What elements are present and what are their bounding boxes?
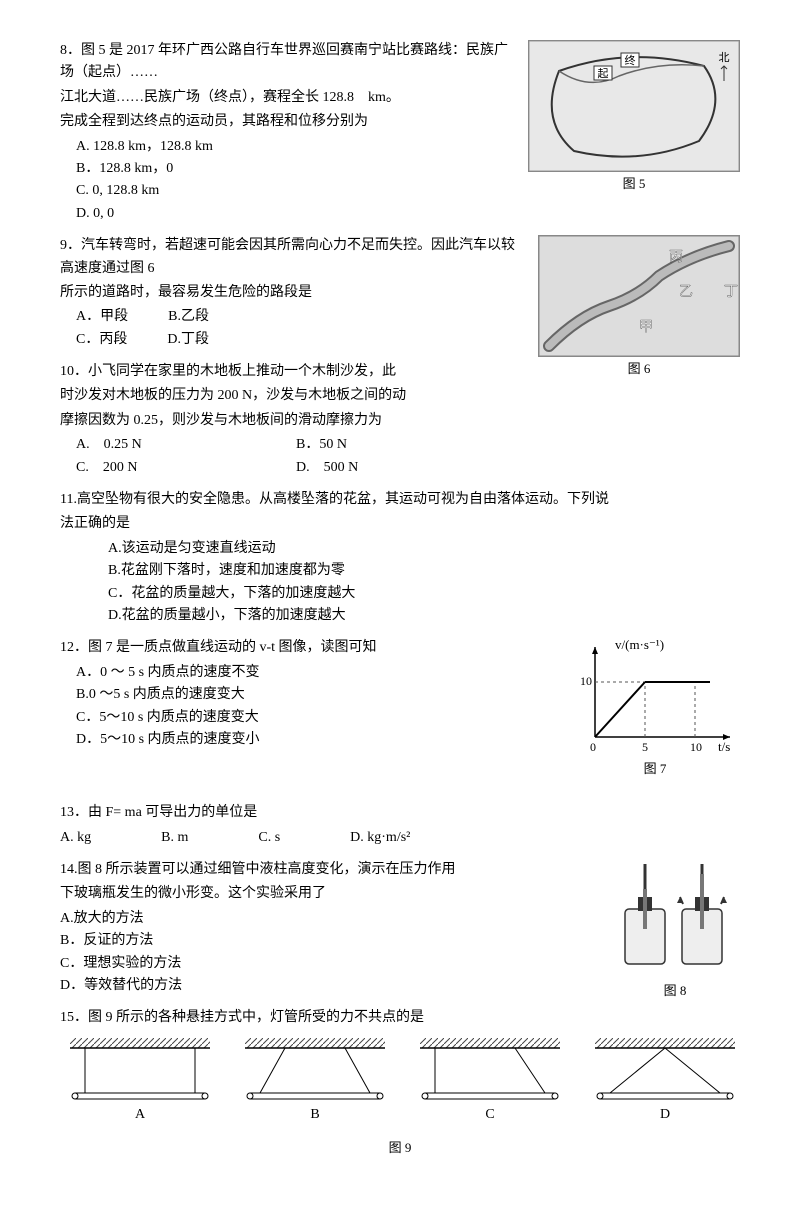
question-11: 11.高空坠物有很大的安全隐患。从高楼坠落的花盆，其运动可视为自由落体运动。下列… bbox=[60, 489, 740, 627]
figure-8-caption: 图 8 bbox=[610, 981, 740, 1002]
svg-text:10: 10 bbox=[690, 740, 702, 754]
q13-text: 13．由 F= ma 可导出力的单位是 bbox=[60, 802, 740, 824]
q10-opt-b: B．50 N bbox=[296, 434, 347, 456]
q10-opt-d: D. 500 N bbox=[296, 457, 358, 479]
q11-options: A.该运动是匀变速直线运动 B.花盆刚下落时，速度和加速度都为零 C．花盆的质量… bbox=[108, 538, 740, 628]
svg-text:0: 0 bbox=[590, 740, 596, 754]
q10-line2: 时沙发对木地板的压力为 200 N，沙发与木地板之间的动 bbox=[60, 385, 740, 407]
figure-7: v/(m·s⁻¹) t/s 10 0 5 10 图 7 bbox=[570, 637, 740, 780]
q9-opt-a: A．甲段 bbox=[76, 306, 128, 328]
question-15: 15．图 9 所示的各种悬挂方式中，灯管所受的力不共点的是 A bbox=[60, 1007, 740, 1159]
svg-text:丙: 丙 bbox=[669, 250, 683, 265]
q11-opt-b: B.花盆刚下落时，速度和加速度都为零 bbox=[108, 560, 740, 582]
q13-opt-c: C. s bbox=[258, 827, 280, 849]
figure-6-image: 丙 乙 甲 丁 bbox=[538, 235, 740, 357]
svg-text:5: 5 bbox=[642, 740, 648, 754]
question-12: v/(m·s⁻¹) t/s 10 0 5 10 图 7 12．图 7 是一质点做… bbox=[60, 637, 740, 788]
figure-9: A B C bbox=[60, 1038, 740, 1159]
figure-5-map: 起 终 北 bbox=[528, 40, 740, 172]
figure-7-chart: v/(m·s⁻¹) t/s 10 0 5 10 bbox=[570, 637, 740, 757]
question-8: 起 终 北 图 5 8．图 5 是 2017 年环广西公路自行车世界巡回赛南宁站… bbox=[60, 40, 740, 225]
svg-text:甲: 甲 bbox=[639, 320, 653, 335]
svg-text:C: C bbox=[485, 1107, 494, 1122]
q8-opt-d: D. 0, 0 bbox=[76, 203, 740, 225]
question-9: 丙 乙 甲 丁 图 6 9．汽车转弯时，若超速可能会因其所需向心力不足而失控。因… bbox=[60, 235, 740, 351]
svg-text:D: D bbox=[660, 1107, 670, 1122]
svg-text:10: 10 bbox=[580, 674, 592, 688]
q11-line2: 法正确的是 bbox=[60, 513, 740, 535]
q10-opt-a: A. 0.25 N bbox=[76, 434, 256, 456]
q10-opt-c: C. 200 N bbox=[76, 457, 256, 479]
figure-6: 丙 乙 甲 丁 图 6 bbox=[538, 235, 740, 380]
svg-text:乙: 乙 bbox=[679, 284, 693, 300]
figure-8: 图 8 bbox=[610, 859, 740, 1002]
q11-opt-a: A.该运动是匀变速直线运动 bbox=[108, 538, 740, 560]
q9-opt-c: C．丙段 bbox=[76, 329, 127, 351]
q13-options: A. kg B. m C. s D. kg·m/s² bbox=[60, 827, 740, 849]
q10-line3: 摩擦因数为 0.25，则沙发与木地板间的滑动摩擦力为 bbox=[60, 410, 740, 432]
svg-text:起: 起 bbox=[598, 67, 609, 80]
q9-opt-d: D.丁段 bbox=[167, 329, 209, 351]
q11-opt-c: C．花盆的质量越大，下落的加速度越大 bbox=[108, 583, 740, 605]
svg-text:v/(m·s⁻¹): v/(m·s⁻¹) bbox=[615, 637, 664, 652]
svg-text:B: B bbox=[310, 1107, 319, 1122]
q11-opt-d: D.花盆的质量越小，下落的加速度越大 bbox=[108, 605, 740, 627]
figure-9-caption: 图 9 bbox=[60, 1138, 740, 1159]
figure-5: 起 终 北 图 5 bbox=[528, 40, 740, 195]
q10-options: A. 0.25 N B．50 N C. 200 N D. 500 N bbox=[76, 434, 740, 479]
q13-opt-a: A. kg bbox=[60, 827, 91, 849]
svg-text:终: 终 bbox=[625, 53, 636, 67]
svg-text:北: 北 bbox=[719, 51, 730, 64]
svg-text:t/s: t/s bbox=[718, 739, 730, 754]
figure-7-caption: 图 7 bbox=[570, 759, 740, 780]
q9-opt-b: B.乙段 bbox=[168, 306, 209, 328]
q11-line1: 11.高空坠物有很大的安全隐患。从高楼坠落的花盆，其运动可视为自由落体运动。下列… bbox=[60, 489, 740, 511]
svg-text:A: A bbox=[135, 1107, 146, 1122]
q15-text: 15．图 9 所示的各种悬挂方式中，灯管所受的力不共点的是 bbox=[60, 1007, 740, 1029]
svg-text:丁: 丁 bbox=[724, 285, 738, 300]
figure-5-caption: 图 5 bbox=[528, 174, 740, 195]
figure-6-caption: 图 6 bbox=[538, 359, 740, 380]
q13-opt-b: B. m bbox=[161, 827, 188, 849]
figure-8-image bbox=[610, 859, 740, 979]
q13-opt-d: D. kg·m/s² bbox=[350, 827, 410, 849]
question-14: 图 8 14.图 8 所示装置可以通过细管中液柱高度变化，演示在压力作用 下玻璃… bbox=[60, 859, 740, 997]
question-13: 13．由 F= ma 可导出力的单位是 A. kg B. m C. s D. k… bbox=[60, 802, 740, 849]
